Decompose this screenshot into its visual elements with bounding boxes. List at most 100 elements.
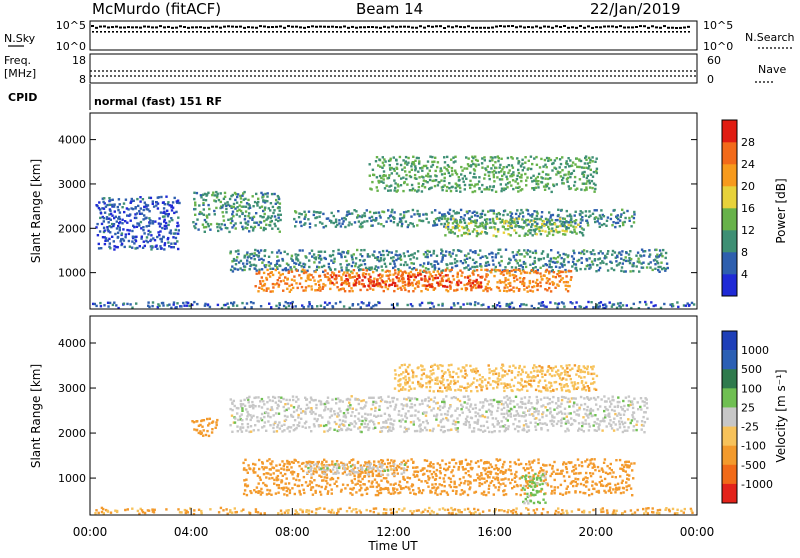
power-cell <box>431 283 433 285</box>
velocity-cell <box>382 421 384 423</box>
velocity-cell <box>254 424 256 426</box>
power-cell <box>610 218 612 220</box>
velocity-cell <box>537 413 539 415</box>
power-cell <box>300 277 302 279</box>
power-cell <box>497 160 499 162</box>
velocity-cell <box>398 508 400 510</box>
power-cell <box>499 178 501 180</box>
power-cell <box>376 269 378 271</box>
velocity-cell <box>231 512 233 514</box>
power-cell <box>618 251 620 253</box>
power-cell <box>546 235 548 237</box>
nsearch-label: N.Search <box>745 31 795 44</box>
nsearch-point <box>500 31 502 33</box>
power-cell <box>193 198 195 200</box>
velocity-cell <box>383 508 385 510</box>
power-cell <box>223 219 225 221</box>
power-cell <box>158 217 160 219</box>
nsky-point <box>315 26 318 28</box>
power-cell <box>558 231 560 233</box>
power-cell <box>602 262 604 264</box>
velocity-cell <box>487 427 489 429</box>
power-cell <box>493 210 495 212</box>
velocity-cell <box>614 406 616 408</box>
power-cell <box>469 180 471 182</box>
velocity-cell <box>616 415 618 417</box>
power-cell <box>605 256 607 258</box>
velocity-cell <box>428 507 430 509</box>
velocity-cell <box>518 415 520 417</box>
velocity-cell <box>549 398 551 400</box>
power-cell <box>536 218 538 220</box>
power-cell <box>224 224 226 226</box>
velocity-cell <box>265 466 267 468</box>
power-cell <box>534 218 536 220</box>
velocity-cell <box>525 407 527 409</box>
velocity-cell <box>260 488 262 490</box>
power-cell <box>387 209 389 211</box>
power-cell <box>487 274 489 276</box>
velocity-cell <box>283 463 285 465</box>
power-cell <box>492 305 494 307</box>
velocity-cell <box>626 408 628 410</box>
power-cell <box>354 265 356 267</box>
power-cell <box>126 229 128 231</box>
power-cell <box>278 284 280 286</box>
power-cell <box>177 200 179 202</box>
nsky-point <box>659 27 662 29</box>
power-cell <box>170 246 172 248</box>
power-cell <box>570 279 572 281</box>
power-cell <box>439 274 441 276</box>
velocity-cell <box>406 417 408 419</box>
velocity-cell <box>619 426 621 428</box>
power-cell <box>456 173 458 175</box>
velocity-cell <box>215 427 217 429</box>
power-cell <box>412 223 414 225</box>
power-cell <box>561 263 563 265</box>
date-title: 22/Jan/2019 <box>590 0 681 18</box>
power-cell <box>400 184 402 186</box>
power-cell <box>480 281 482 283</box>
velocity-cell <box>668 509 670 511</box>
power-cell <box>433 305 435 307</box>
power-cell <box>198 204 200 206</box>
power-cell <box>521 188 523 190</box>
power-cell <box>369 175 371 177</box>
power-cell <box>470 285 472 287</box>
power-cell <box>202 199 204 201</box>
nsky-point <box>267 26 270 28</box>
velocity-cell <box>475 415 477 417</box>
nsky-point <box>555 25 558 27</box>
power-cell <box>438 219 440 221</box>
power-cell <box>479 263 481 265</box>
power-cell <box>232 270 234 272</box>
power-cell <box>501 178 503 180</box>
power-cell <box>334 268 336 270</box>
power-cell <box>447 164 449 166</box>
power-cell <box>145 217 147 219</box>
power-cell <box>407 210 409 212</box>
power-cell <box>394 269 396 271</box>
power-cell <box>364 215 366 217</box>
power-cell <box>252 229 254 231</box>
power-cell <box>162 302 164 304</box>
velocity-cell <box>422 511 424 513</box>
power-cell <box>319 286 321 288</box>
power-cell <box>562 230 564 232</box>
power-cell <box>339 301 341 303</box>
nsearch-point <box>476 31 478 33</box>
power-cell <box>552 162 554 164</box>
nsky-point <box>603 26 606 28</box>
velocity-cell <box>275 412 277 414</box>
velocity-cell <box>523 424 525 426</box>
velocity-cell <box>529 414 531 416</box>
power-cell <box>418 186 420 188</box>
power-colorbar-swatch <box>722 230 737 252</box>
power-cell <box>593 191 595 193</box>
power-cell <box>536 289 538 291</box>
velocity-cell <box>538 419 540 421</box>
power-cell <box>165 196 167 198</box>
nsearch-point <box>348 31 350 33</box>
